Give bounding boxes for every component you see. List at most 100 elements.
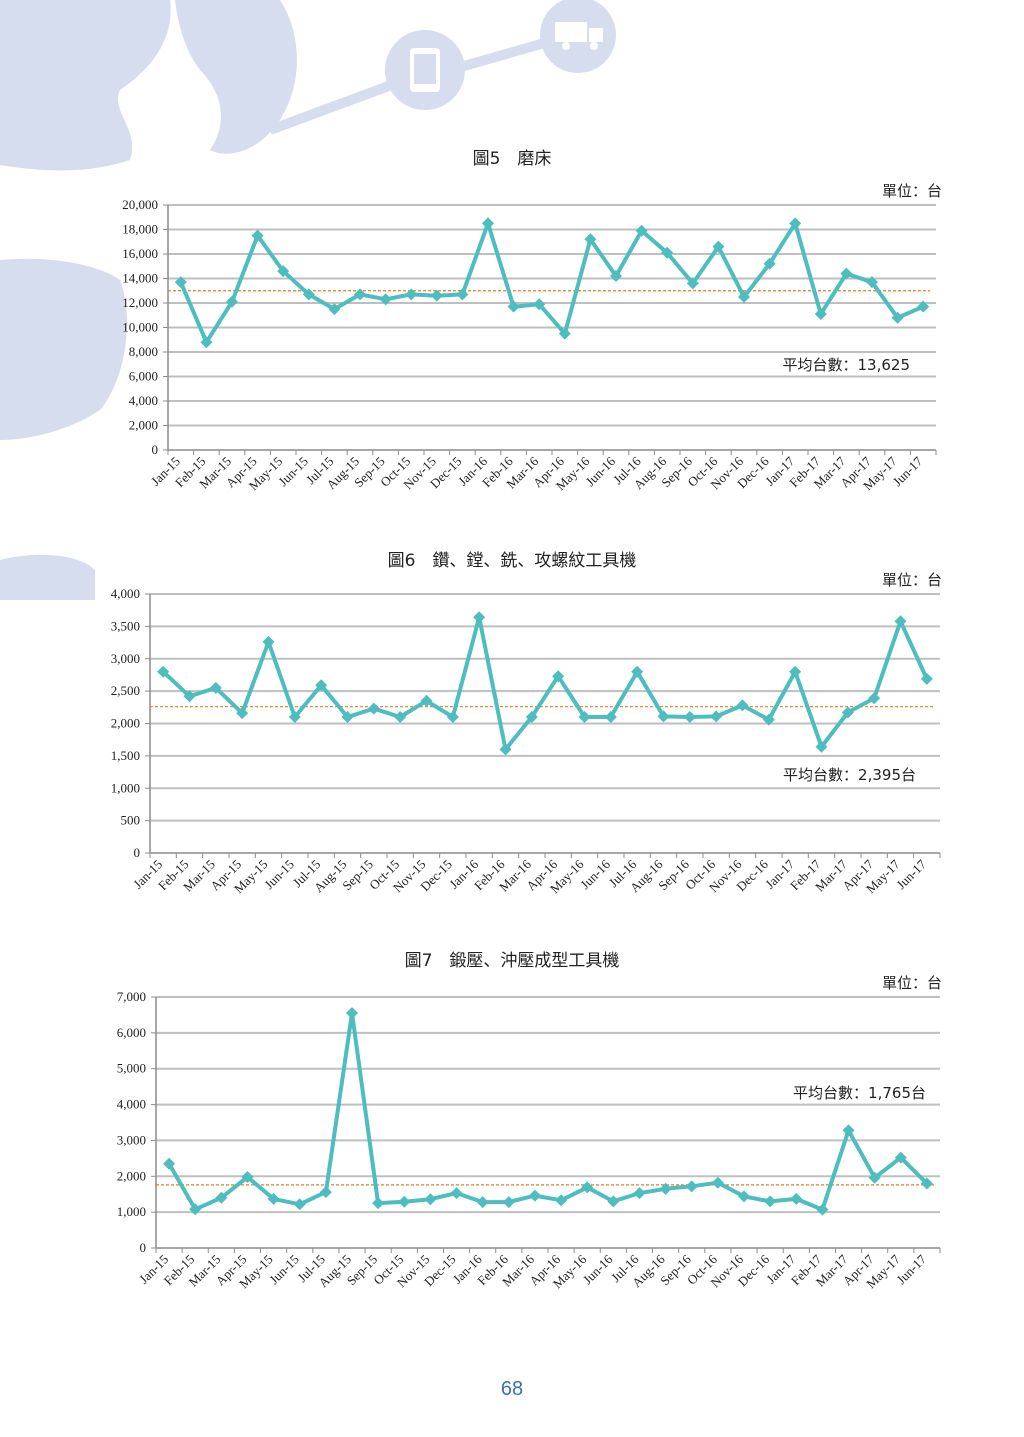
data-point	[209, 681, 222, 694]
data-point	[610, 270, 622, 283]
y-tick-label: 0	[140, 1240, 147, 1255]
data-point	[525, 711, 538, 724]
y-tick-label: 3,500	[111, 618, 140, 633]
y-tick-label: 5,000	[117, 1061, 146, 1076]
data-point	[236, 707, 249, 720]
y-tick-label: 4,000	[111, 586, 140, 601]
globe-icon	[0, 0, 297, 600]
data-point	[894, 1151, 907, 1164]
data-point	[710, 710, 723, 723]
data-point	[157, 665, 170, 678]
y-tick-label: 3,000	[117, 1132, 146, 1147]
data-point	[555, 1194, 568, 1207]
data-point	[420, 694, 433, 707]
series-line	[161, 615, 929, 752]
data-point	[502, 1196, 515, 1209]
data-point	[533, 298, 546, 311]
data-point	[894, 615, 907, 628]
truck-icon	[540, 0, 616, 73]
data-point	[762, 713, 775, 726]
y-tick-label: 1,500	[111, 748, 140, 763]
x-tick-label: Jun-15	[266, 1252, 302, 1288]
chart-title: 圖7 鍛壓、沖壓成型工具機	[405, 951, 620, 971]
x-tick-label: Jun-16	[577, 856, 613, 892]
average-label: 平均台數：2,395台	[783, 766, 916, 784]
data-point	[552, 670, 565, 683]
y-tick-label: 8,000	[129, 344, 158, 359]
data-point	[685, 1180, 698, 1193]
data-point	[711, 1176, 724, 1189]
data-point	[430, 289, 443, 302]
average-label: 平均台數：13,625	[783, 356, 911, 374]
data-point	[920, 1177, 933, 1190]
data-point	[578, 711, 591, 724]
x-tick-label: Jun-17	[893, 1251, 929, 1287]
data-point	[891, 311, 904, 324]
data-point	[262, 635, 275, 648]
data-point	[456, 288, 469, 301]
data-point	[816, 1203, 829, 1216]
data-point	[558, 327, 571, 340]
data-point	[686, 277, 699, 290]
data-point	[288, 711, 301, 724]
data-point	[354, 288, 366, 301]
x-tick-label: Jun-15	[275, 454, 311, 490]
y-tick-label: 2,500	[111, 683, 140, 698]
data-point	[450, 1187, 463, 1200]
x-tick-label: Jun-15	[261, 857, 297, 893]
data-point	[315, 679, 328, 692]
x-tick-label: Jun-16	[582, 453, 618, 489]
y-tick-label: 1,000	[117, 1204, 146, 1219]
y-tick-label: 0	[134, 845, 141, 860]
data-point	[528, 1189, 541, 1202]
y-tick-label: 2,000	[129, 418, 158, 433]
network-lines	[268, 35, 557, 135]
data-point	[367, 702, 380, 715]
data-point	[200, 336, 213, 349]
data-point	[815, 740, 828, 753]
data-point	[840, 267, 853, 280]
data-point	[661, 246, 674, 259]
data-point	[267, 1192, 280, 1205]
data-point	[842, 1124, 855, 1137]
data-point	[319, 1186, 332, 1199]
y-tick-label: 3,000	[111, 651, 140, 666]
data-point	[183, 690, 196, 703]
data-point	[372, 1197, 385, 1210]
unit-label: 單位：台	[882, 182, 942, 200]
data-point	[499, 743, 512, 756]
y-tick-label: 18,000	[122, 222, 158, 237]
average-label: 平均台數：1,765台	[793, 1084, 926, 1102]
unit-label: 單位：台	[882, 974, 942, 992]
y-tick-label: 14,000	[122, 271, 158, 286]
data-point	[341, 711, 354, 724]
data-point	[241, 1171, 254, 1184]
data-point	[584, 233, 597, 246]
y-tick-label: 4,000	[117, 1097, 146, 1112]
data-point	[277, 265, 290, 278]
page-number: 68	[500, 1378, 524, 1400]
data-point	[604, 711, 617, 724]
data-point	[789, 665, 802, 678]
data-point	[189, 1203, 202, 1216]
data-point	[790, 1192, 803, 1205]
data-point	[346, 1007, 358, 1020]
y-tick-label: 1,000	[111, 780, 140, 795]
data-point	[633, 1187, 646, 1200]
data-point	[473, 611, 486, 624]
data-point	[736, 699, 749, 712]
data-point	[659, 1182, 672, 1195]
unit-label: 單位：台	[882, 571, 942, 589]
data-point	[328, 303, 341, 316]
y-tick-label: 16,000	[122, 246, 158, 261]
y-tick-label: 2,000	[111, 716, 140, 731]
data-point	[738, 290, 750, 303]
y-tick-label: 6,000	[129, 369, 158, 384]
data-point	[302, 288, 315, 301]
data-point	[712, 240, 725, 253]
data-point	[866, 276, 878, 289]
